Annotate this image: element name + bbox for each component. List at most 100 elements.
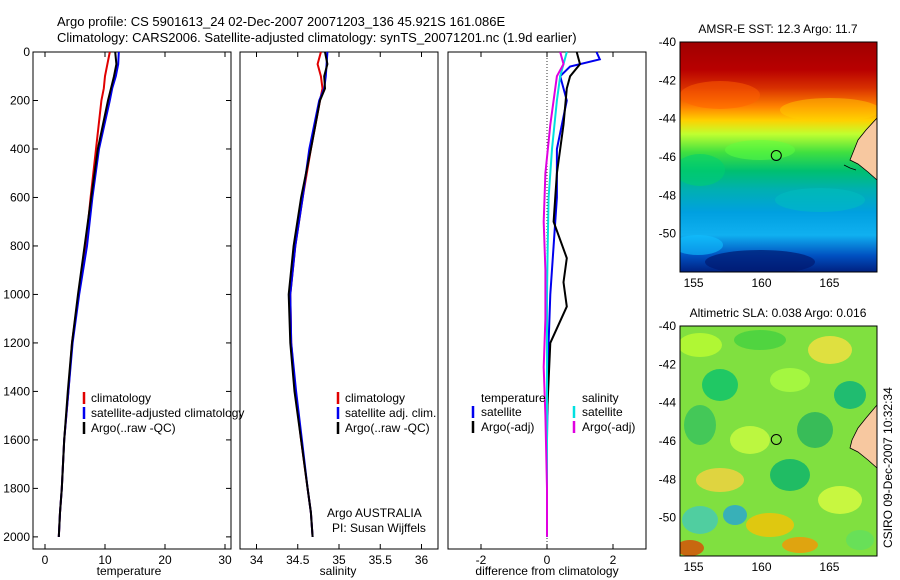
argo-position-marker	[770, 434, 782, 445]
legend-label-satellite: satellite adj. clim.	[345, 406, 436, 420]
legend-label-temp-satellite: satellite	[481, 405, 522, 419]
figure-title: Argo profile: CS 5901613_24 02-Dec-2007 …	[57, 14, 505, 29]
sst-warm-patch	[780, 98, 877, 122]
float-pi-label: PI: Susan Wijffels	[332, 521, 426, 535]
x-tick-label: 2	[610, 553, 617, 567]
sla-anomaly	[818, 486, 862, 514]
sla-anomaly	[696, 468, 744, 492]
y-tick-label: 1000	[3, 287, 30, 301]
map-y-tick-label: -50	[659, 227, 677, 241]
x-tick-label: 34.5	[286, 553, 310, 567]
map-y-tick-label: -50	[659, 511, 677, 525]
legend-label-argo: Argo(..raw -QC)	[345, 421, 430, 435]
map-y-tick-label: -46	[659, 150, 677, 164]
series-line-salinity-argo-adj-	[542, 51, 565, 537]
sst-map-frame	[679, 41, 878, 273]
legend-title-temperature: temperature	[481, 391, 546, 405]
sla-map-title: Altimetric SLA: 0.038 Argo: 0.016	[690, 306, 867, 320]
sst-patch	[680, 154, 725, 186]
timestamp-label: CSIRO 09-Dec-2007 10:32:34	[881, 387, 895, 548]
map-y-tick-label: -46	[659, 434, 677, 448]
sla-map	[680, 326, 877, 556]
map-x-tick-label: 165	[819, 276, 839, 290]
sla-anomaly	[846, 530, 874, 550]
legend-label-sal-argo: Argo(-adj)	[582, 420, 635, 434]
map-y-tick-label: -40	[659, 319, 677, 333]
series-line-salinity-satellite	[546, 51, 568, 537]
map-x-tick-label: 160	[752, 276, 772, 290]
sst-map	[680, 42, 877, 272]
y-tick-label: 1200	[3, 336, 30, 350]
sst-map-title: AMSR-E SST: 12.3 Argo: 11.7	[698, 22, 858, 36]
y-tick-label: 1600	[3, 433, 30, 447]
x-tick-label: 30	[218, 553, 232, 567]
sst-warm-patch	[680, 81, 760, 109]
map-y-tick-label: -42	[659, 73, 677, 87]
legend-label-satellite: satellite-adjusted climatology	[91, 406, 244, 420]
sla-land	[849, 404, 877, 469]
difference-xlabel: difference from climatology	[475, 564, 618, 578]
sla-anomaly	[770, 459, 810, 491]
sst-land	[849, 117, 877, 181]
x-tick-label: -2	[476, 553, 487, 567]
map-y-tick-label: -48	[659, 472, 677, 486]
x-tick-label: 36	[415, 553, 429, 567]
sst-patch	[775, 188, 865, 212]
map-y-tick-label: -40	[659, 35, 677, 49]
axes-ticks: 0 10 20 30020040060080010001200140016001800…	[3, 35, 839, 574]
sst-patch	[725, 140, 795, 160]
y-tick-label: 800	[10, 239, 30, 253]
y-tick-label: 400	[10, 142, 30, 156]
temperature-series	[57, 51, 120, 537]
legend-label-climatology: climatology	[345, 391, 405, 405]
sla-anomaly	[770, 368, 810, 392]
map-x-tick-label: 160	[752, 560, 772, 574]
y-tick-label: 600	[10, 190, 30, 204]
salinity-xlabel: salinity	[320, 564, 357, 578]
y-tick-label: 200	[10, 93, 30, 107]
map-y-tick-label: -48	[659, 188, 677, 202]
sst-cold-patch	[705, 250, 815, 272]
legend-label-argo: Argo(..raw -QC)	[91, 421, 176, 435]
sla-anomaly	[723, 505, 747, 525]
temperature-xlabel: temperature	[97, 564, 162, 578]
legend-label-sal-satellite: satellite	[582, 405, 623, 419]
map-y-tick-label: -44	[659, 112, 677, 126]
y-tick-label: 1800	[3, 481, 30, 495]
y-tick-label: 2000	[3, 530, 30, 544]
salinity-series	[287, 51, 329, 537]
series-line-argo-raw-qc-	[57, 51, 118, 537]
sla-anomaly	[684, 405, 716, 445]
sla-anomaly-blobs	[680, 330, 874, 556]
x-tick-label: 0	[544, 553, 551, 567]
map-x-tick-label: 155	[684, 560, 704, 574]
x-tick-label: 20	[158, 553, 172, 567]
figure-subtitle: Climatology: CARS2006. Satellite-adjuste…	[57, 30, 577, 45]
sla-anomaly	[702, 369, 738, 401]
sla-anomaly	[730, 426, 770, 454]
sst-patch	[680, 235, 723, 255]
map-y-tick-label: -44	[659, 396, 677, 410]
x-tick-label: 34	[250, 553, 264, 567]
temperature-panel-frame	[32, 51, 232, 550]
sst-coastline	[843, 164, 857, 171]
sla-anomaly	[797, 412, 833, 448]
x-tick-label: 0	[42, 553, 49, 567]
sla-anomaly	[834, 381, 866, 409]
salinity-legend: climatology satellite adj. clim. Argo(..…	[336, 391, 436, 435]
map-x-tick-label: 155	[684, 276, 704, 290]
legend-label-temp-argo: Argo(-adj)	[481, 420, 534, 434]
sla-anomaly	[734, 330, 786, 350]
salinity-panel-frame	[239, 51, 439, 550]
sla-anomaly	[682, 506, 718, 534]
sla-anomaly	[680, 540, 704, 556]
float-program-label: Argo AUSTRALIA	[327, 506, 422, 520]
difference-legend: temperature satellite Argo(-adj) salinit…	[471, 391, 635, 434]
argo-position-marker	[770, 150, 782, 161]
difference-series	[542, 51, 602, 537]
legend-title-salinity: salinity	[582, 391, 619, 405]
series-line-argo-raw-qc-	[287, 51, 329, 537]
sla-anomaly	[680, 333, 722, 357]
